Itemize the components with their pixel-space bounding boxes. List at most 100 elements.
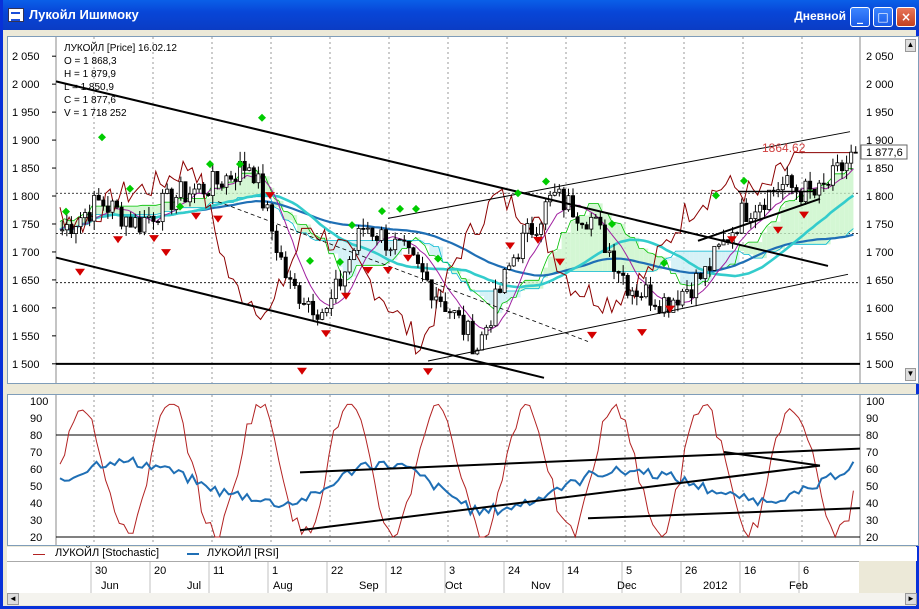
cloud-segment xyxy=(666,258,672,261)
candle-body xyxy=(119,206,124,227)
candle-body xyxy=(830,165,835,186)
cloud-segment xyxy=(680,251,685,284)
buy-signal-marker xyxy=(514,189,522,198)
candle-body xyxy=(370,227,375,237)
candle-body xyxy=(292,278,297,286)
price-panel[interactable]: 2 050 2 050 2 000 2 000 1 950 1 950 1 900 1 900… xyxy=(7,36,919,384)
candle-body xyxy=(657,306,662,314)
buy-sell-markers xyxy=(62,113,809,376)
cloud-segment xyxy=(183,198,188,208)
time-month-label: Feb xyxy=(789,580,808,592)
candle-body xyxy=(511,257,516,267)
cloud-segment xyxy=(502,290,507,304)
buy-signal-marker xyxy=(740,176,748,185)
cloud-segment xyxy=(780,207,786,249)
upper-channel-line[interactable] xyxy=(55,80,829,267)
time-day-label: 22 xyxy=(331,565,343,577)
candle-body xyxy=(137,217,142,233)
cloud-segment xyxy=(329,240,334,254)
sell-signal-marker xyxy=(423,368,433,376)
ohlc-close: C = 1 877,6 xyxy=(64,95,116,106)
rsi-baseline[interactable] xyxy=(587,507,861,520)
candle-body xyxy=(283,256,288,279)
candle-body xyxy=(365,227,370,230)
oscillator-lines xyxy=(59,403,855,539)
cloud-segment xyxy=(525,280,530,289)
close-button[interactable]: × xyxy=(896,7,916,27)
cloud-segment xyxy=(137,206,143,215)
candle-body xyxy=(251,167,256,184)
dashed-projection-line[interactable] xyxy=(217,201,589,342)
current-price-label: 1 877,6 xyxy=(866,147,903,159)
sell-signal-marker xyxy=(341,292,351,300)
oscillator-chart[interactable]: 100 100 90 90 80 80 70 70 60 60 50 50 40 40 30 30 20 20 xyxy=(8,395,918,545)
trend-lines[interactable] xyxy=(55,80,851,379)
horizontal-scrollbar[interactable]: ◄ ► xyxy=(7,593,917,605)
candle-body xyxy=(753,211,758,219)
buy-signal-marker xyxy=(62,207,70,216)
time-month-label: Sep xyxy=(359,580,379,592)
scroll-left-icon[interactable]: ◄ xyxy=(7,593,19,605)
candle-body xyxy=(602,224,607,254)
cloud-segment xyxy=(607,212,612,272)
cloud-segment xyxy=(625,233,630,272)
rsi-resistance-line[interactable] xyxy=(299,447,861,474)
cloud-segment xyxy=(739,245,744,252)
candle-body xyxy=(60,229,65,232)
cloud-segment xyxy=(397,240,402,255)
cloud-segment xyxy=(228,182,234,203)
osc-tick-left: 90 xyxy=(30,413,42,425)
rsi-legend: ЛУКОЙЛ [RSI] xyxy=(207,547,279,559)
cloud-segment xyxy=(789,200,795,245)
cloud-segment xyxy=(753,242,758,259)
title-bar[interactable]: Лукойл Ишимоку Дневной _ □ × xyxy=(3,0,919,30)
scroll-right-icon[interactable]: ► xyxy=(905,593,917,605)
candle-body xyxy=(379,229,384,241)
cloud-segment xyxy=(73,220,79,230)
cloud-segment xyxy=(411,240,416,242)
scroll-up-icon[interactable]: ▲ xyxy=(905,39,916,52)
cloud-segment xyxy=(246,173,252,198)
ohlc-high: H = 1 879,9 xyxy=(64,69,116,80)
candle-body xyxy=(789,175,794,188)
rising-resistance-line[interactable] xyxy=(387,131,851,219)
rsi-support-line[interactable] xyxy=(299,464,821,532)
cloud-segment xyxy=(461,278,466,282)
candle-body xyxy=(133,217,138,228)
sell-signal-marker xyxy=(727,236,737,244)
rsi-wedge-line[interactable] xyxy=(723,451,821,467)
maximize-button[interactable]: □ xyxy=(873,7,893,27)
cloud-segment xyxy=(242,173,247,198)
buy-signal-marker xyxy=(176,202,184,211)
cloud-segment xyxy=(588,203,594,272)
time-day-label: 20 xyxy=(154,565,166,577)
short-term-support[interactable] xyxy=(697,197,821,242)
minimize-button[interactable]: _ xyxy=(850,7,870,27)
cloud-segment xyxy=(333,240,339,254)
cloud-segment xyxy=(762,232,767,259)
cloud-segment xyxy=(775,221,781,252)
oscillator-panel[interactable]: 100 100 90 90 80 80 70 70 60 60 50 50 40 40 30 30 20 20 xyxy=(7,394,919,546)
candle-body xyxy=(187,193,192,203)
candle-body xyxy=(397,238,402,241)
osc-trend-lines[interactable] xyxy=(299,447,861,532)
rising-support-line[interactable] xyxy=(427,273,849,362)
sell-signal-marker xyxy=(773,226,783,234)
price-chart[interactable]: 2 050 2 050 2 000 2 000 1 950 1 950 1 900 1 900… xyxy=(8,37,918,383)
osc-tick-right: 90 xyxy=(866,413,878,425)
candle-body xyxy=(415,254,420,264)
candle-body xyxy=(83,212,88,219)
sell-signal-marker xyxy=(383,267,393,275)
price-tick-right: 1 900 xyxy=(866,135,894,147)
candle-body xyxy=(516,257,521,260)
cloud-segment xyxy=(794,200,799,245)
candle-body xyxy=(502,269,507,293)
cloud-segment xyxy=(338,240,343,267)
scroll-down-icon[interactable]: ▼ xyxy=(905,368,916,381)
lower-channel-line[interactable] xyxy=(55,256,545,379)
candle-body xyxy=(306,300,311,305)
candle-body xyxy=(584,224,589,230)
candle-body xyxy=(466,320,471,335)
time-day-label: 1 xyxy=(272,565,278,577)
candle-body xyxy=(812,188,817,196)
